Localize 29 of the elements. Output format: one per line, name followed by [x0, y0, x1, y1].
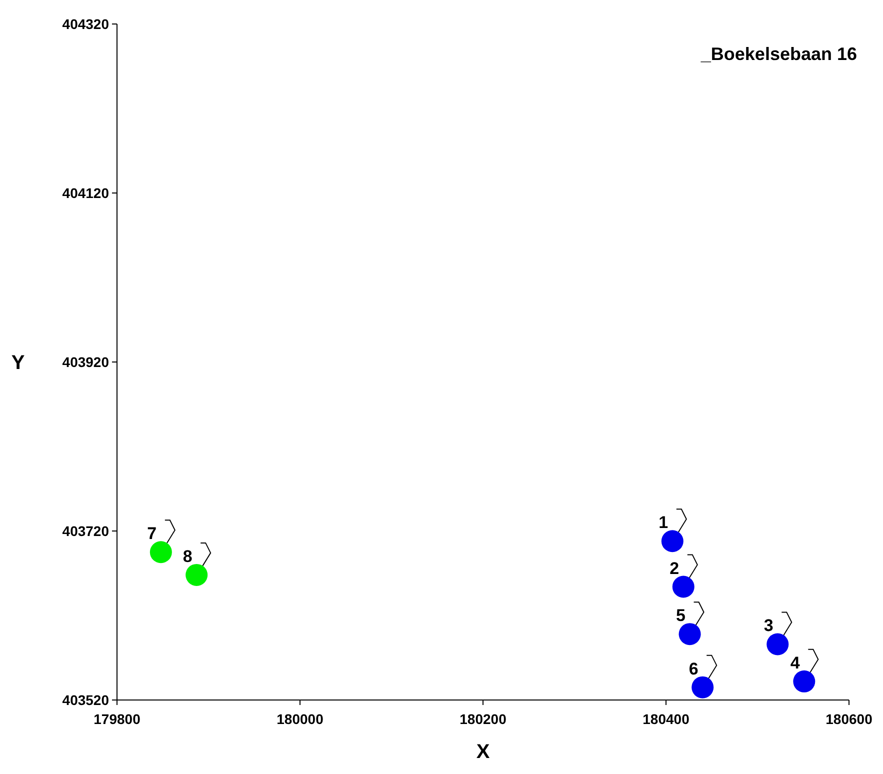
annotation: 7: [147, 524, 157, 544]
y-tick-label: 403720: [62, 523, 110, 539]
point: [678, 623, 701, 646]
x-tick-label: 180400: [642, 711, 690, 727]
point: [793, 670, 816, 692]
annotation: 6: [688, 659, 698, 678]
x-tick-label: 179800: [94, 711, 141, 727]
y-tick-label: 403520: [62, 692, 110, 708]
point: [150, 541, 172, 564]
point: [186, 564, 208, 586]
annotation: 2: [670, 558, 680, 578]
y-tick-label: 404320: [62, 16, 110, 32]
y-tick-label: 404120: [62, 185, 110, 201]
x-tick-label: 180200: [460, 711, 507, 727]
point: [766, 633, 789, 656]
x-tick-label: 180000: [276, 711, 324, 727]
point: [692, 676, 714, 698]
annotation: 4: [790, 653, 800, 672]
x-axis-title: X: [476, 741, 490, 763]
annotation: 8: [182, 546, 192, 566]
x-tick-label: 180600: [826, 711, 873, 727]
y-tick-label: 403920: [62, 354, 110, 370]
annotation: 1: [658, 513, 668, 532]
point: [661, 530, 684, 552]
annotation: 5: [676, 606, 686, 626]
y-axis-title: Y: [11, 352, 26, 374]
point: [672, 576, 694, 598]
annotation: 3: [764, 616, 774, 636]
text: _Boekelsebaan 16: [700, 44, 857, 64]
